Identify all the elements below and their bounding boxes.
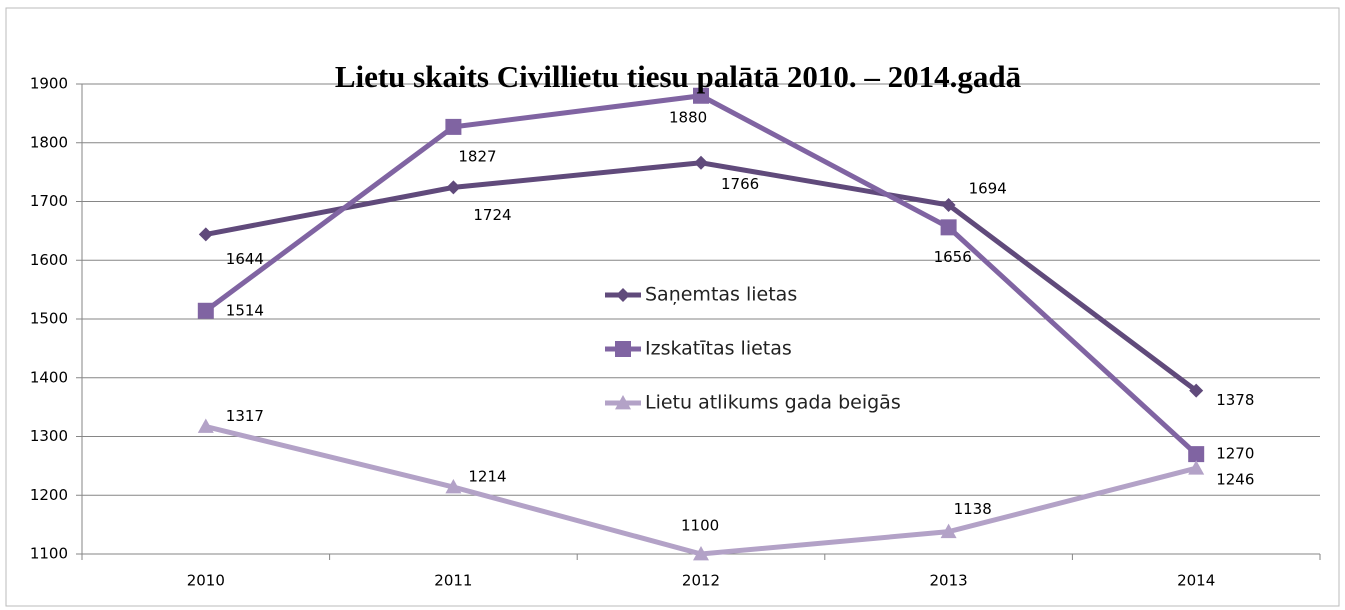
data-label: 1378 <box>1216 391 1254 409</box>
x-tick-label: 2013 <box>930 572 968 590</box>
legend-marker <box>615 341 631 357</box>
x-tick-label: 2011 <box>434 572 472 590</box>
data-label: 1317 <box>226 407 264 425</box>
legend-marker <box>616 288 630 302</box>
marker <box>197 302 214 319</box>
marker <box>197 418 214 433</box>
data-label: 1694 <box>969 180 1007 198</box>
chart-title: Lietu skaits Civillietu tiesu palātā 201… <box>335 59 1022 94</box>
data-label: 1766 <box>721 175 759 193</box>
y-tick-label: 1400 <box>30 368 68 386</box>
legend-marker <box>615 395 631 410</box>
data-label: 1724 <box>473 206 511 224</box>
x-tick-label: 2012 <box>682 572 720 590</box>
x-tick-label: 2014 <box>1177 572 1215 590</box>
y-tick-label: 1900 <box>30 75 68 93</box>
y-tick-label: 1100 <box>30 545 68 563</box>
data-label: 1246 <box>1216 471 1254 489</box>
marker <box>446 180 461 195</box>
legend-label: Saņemtas lietas <box>645 284 797 306</box>
marker <box>693 87 709 104</box>
marker <box>1188 460 1205 475</box>
data-label: 1138 <box>954 500 992 518</box>
legend-label: Izskatītas lietas <box>645 338 792 360</box>
legend-label: Lietu atlikums gada beigās <box>645 392 901 414</box>
data-label: 1656 <box>934 248 972 266</box>
marker <box>445 479 462 494</box>
y-tick-label: 1500 <box>30 310 68 328</box>
marker <box>198 227 213 242</box>
y-tick-label: 1700 <box>30 192 68 210</box>
x-tick-label: 2010 <box>187 572 225 590</box>
marker <box>940 523 957 539</box>
data-label: 1644 <box>226 250 264 268</box>
marker <box>941 198 956 213</box>
data-label: 1214 <box>468 468 506 486</box>
y-tick-label: 1600 <box>30 251 68 269</box>
chart-frame <box>5 7 1340 607</box>
marker <box>940 219 957 236</box>
y-tick-label: 1300 <box>30 427 68 445</box>
y-tick-label: 1800 <box>30 133 68 151</box>
data-label: 1514 <box>226 301 264 319</box>
y-tick-label: 1200 <box>30 486 68 504</box>
data-label: 1270 <box>1216 445 1254 463</box>
data-label: 1880 <box>669 108 707 126</box>
marker <box>445 118 462 135</box>
marker <box>694 155 708 170</box>
data-label: 1827 <box>458 147 496 165</box>
marker <box>1188 446 1205 463</box>
marker <box>693 546 709 561</box>
data-label: 1100 <box>681 517 719 535</box>
marker <box>1189 383 1204 398</box>
